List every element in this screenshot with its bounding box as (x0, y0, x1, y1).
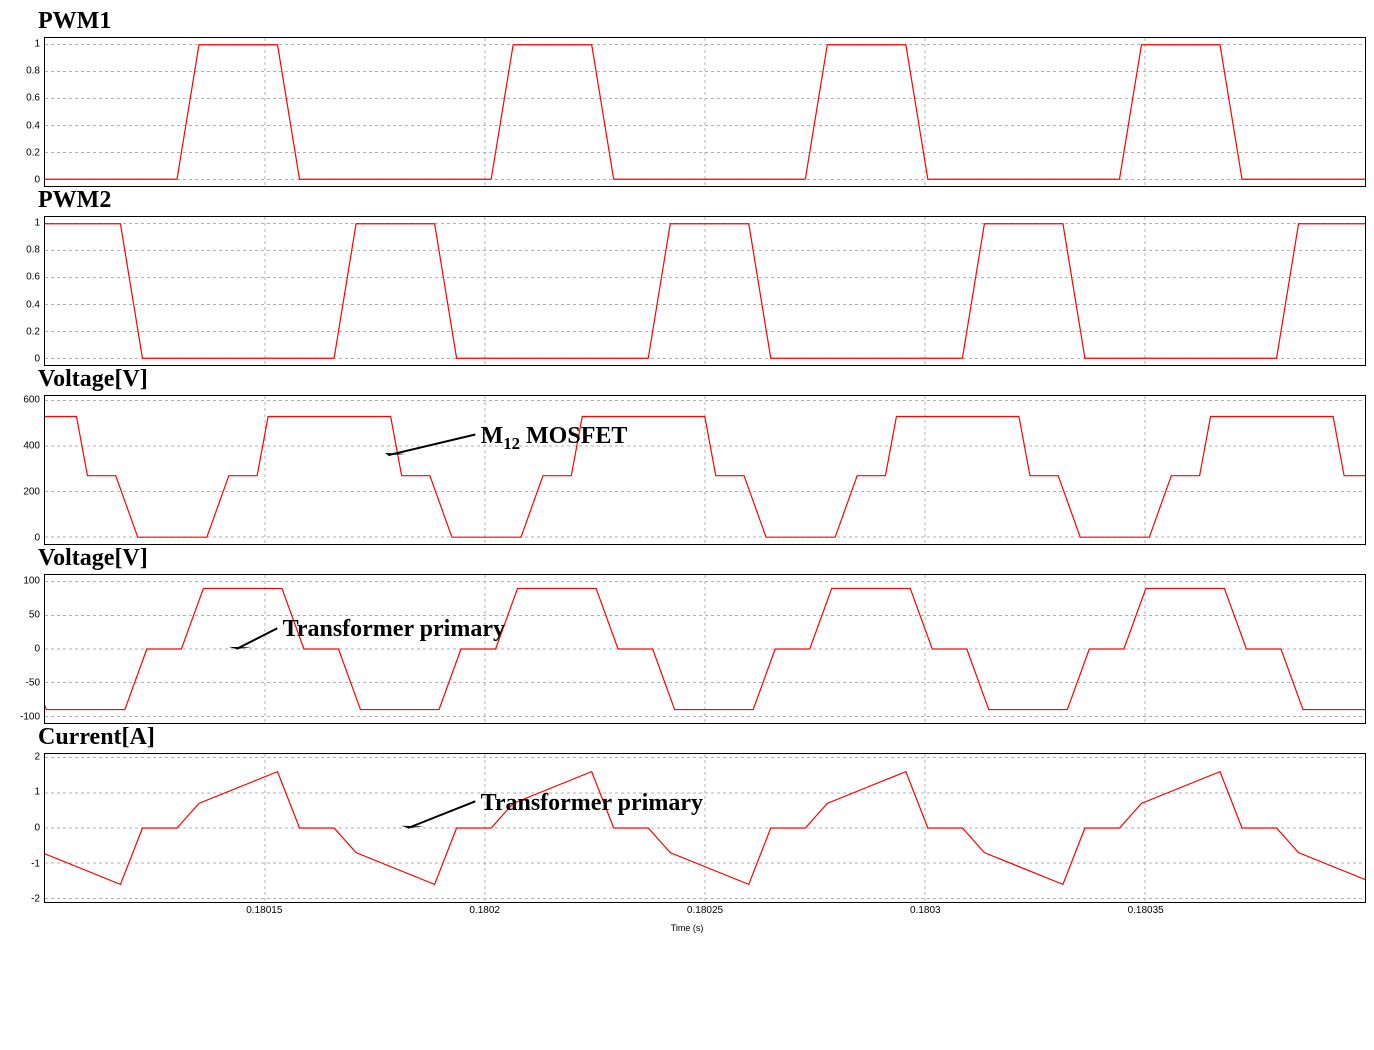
y-tick-label: 0 (34, 644, 40, 655)
annotation-arrow (45, 754, 1365, 902)
annotation-arrow (45, 575, 1365, 723)
y-tick-label: 1 (34, 787, 40, 798)
y-tick-label: 0 (34, 175, 40, 186)
chart-xfmr_v: Voltage[V] -100 -50 0 50 100 Transformer prima… (8, 545, 1366, 724)
y-tick-label: 0.4 (26, 299, 40, 310)
y-tick-label: 2 (34, 751, 40, 762)
annotation-arrow (45, 396, 1365, 544)
chart-pwm2: PWM2 0 0.2 0.4 0.6 0.8 1 (8, 187, 1366, 366)
y-axis: 0 0.2 0.4 0.6 0.8 1 (8, 216, 44, 366)
chart-xfmr_i: Current[A] -2 -1 0 1 2 Transformer primary (8, 724, 1366, 903)
y-tick-label: 0 (34, 823, 40, 834)
y-tick-label: -50 (26, 678, 40, 689)
x-axis-title: Time (s) (8, 923, 1366, 933)
y-tick-label: -100 (20, 712, 40, 723)
x-tick-label: 0.18035 (1128, 905, 1164, 916)
chart-mosfet_v: Voltage[V] 0 200 400 600 M12 MOSFET (8, 366, 1366, 545)
y-axis: 0 0.2 0.4 0.6 0.8 1 (8, 37, 44, 187)
y-axis: -100 -50 0 50 100 (8, 574, 44, 724)
x-tick-label: 0.18025 (687, 905, 723, 916)
y-tick-label: -2 (31, 894, 40, 905)
y-tick-label: 0.6 (26, 272, 40, 283)
plot-area: Transformer primary (44, 574, 1366, 724)
y-tick-label: 0.6 (26, 93, 40, 104)
chart-pwm1: PWM1 0 0.2 0.4 0.6 0.8 1 (8, 8, 1366, 187)
y-tick-label: 0.4 (26, 120, 40, 131)
x-tick-label: 0.18015 (246, 905, 282, 916)
plot-area (44, 216, 1366, 366)
chart-stack: PWM100.20.40.60.81PWM200.20.40.60.81Volt… (8, 8, 1366, 933)
y-tick-label: 0.8 (26, 245, 40, 256)
chart-title: Voltage[V] (8, 545, 1366, 572)
x-tick-label: 0.1802 (469, 905, 500, 916)
y-axis: -2 -1 0 1 2 (8, 753, 44, 903)
y-tick-label: 0 (34, 533, 40, 544)
y-tick-label: 0.2 (26, 326, 40, 337)
x-tick-label: 0.1803 (910, 905, 941, 916)
y-tick-label: 100 (23, 575, 40, 586)
y-axis: 0 200 400 600 (8, 395, 44, 545)
y-tick-label: 0 (34, 354, 40, 365)
y-tick-label: 200 (23, 486, 40, 497)
y-tick-label: 600 (23, 394, 40, 405)
chart-title: PWM1 (8, 8, 1366, 35)
chart-title: Current[A] (8, 724, 1366, 751)
y-tick-label: 1 (34, 38, 40, 49)
plot-area (44, 37, 1366, 187)
y-tick-label: 50 (29, 609, 40, 620)
y-tick-label: 1 (34, 217, 40, 228)
x-axis: 0.18015 0.1802 0.18025 0.1803 0.18035 (8, 905, 1366, 921)
y-tick-label: 0.8 (26, 66, 40, 77)
y-tick-label: 400 (23, 440, 40, 451)
plot-area: M12 MOSFET (44, 395, 1366, 545)
y-tick-label: 0.2 (26, 147, 40, 158)
chart-title: PWM2 (8, 187, 1366, 214)
chart-title: Voltage[V] (8, 366, 1366, 393)
plot-area: Transformer primary (44, 753, 1366, 903)
y-tick-label: -1 (31, 858, 40, 869)
